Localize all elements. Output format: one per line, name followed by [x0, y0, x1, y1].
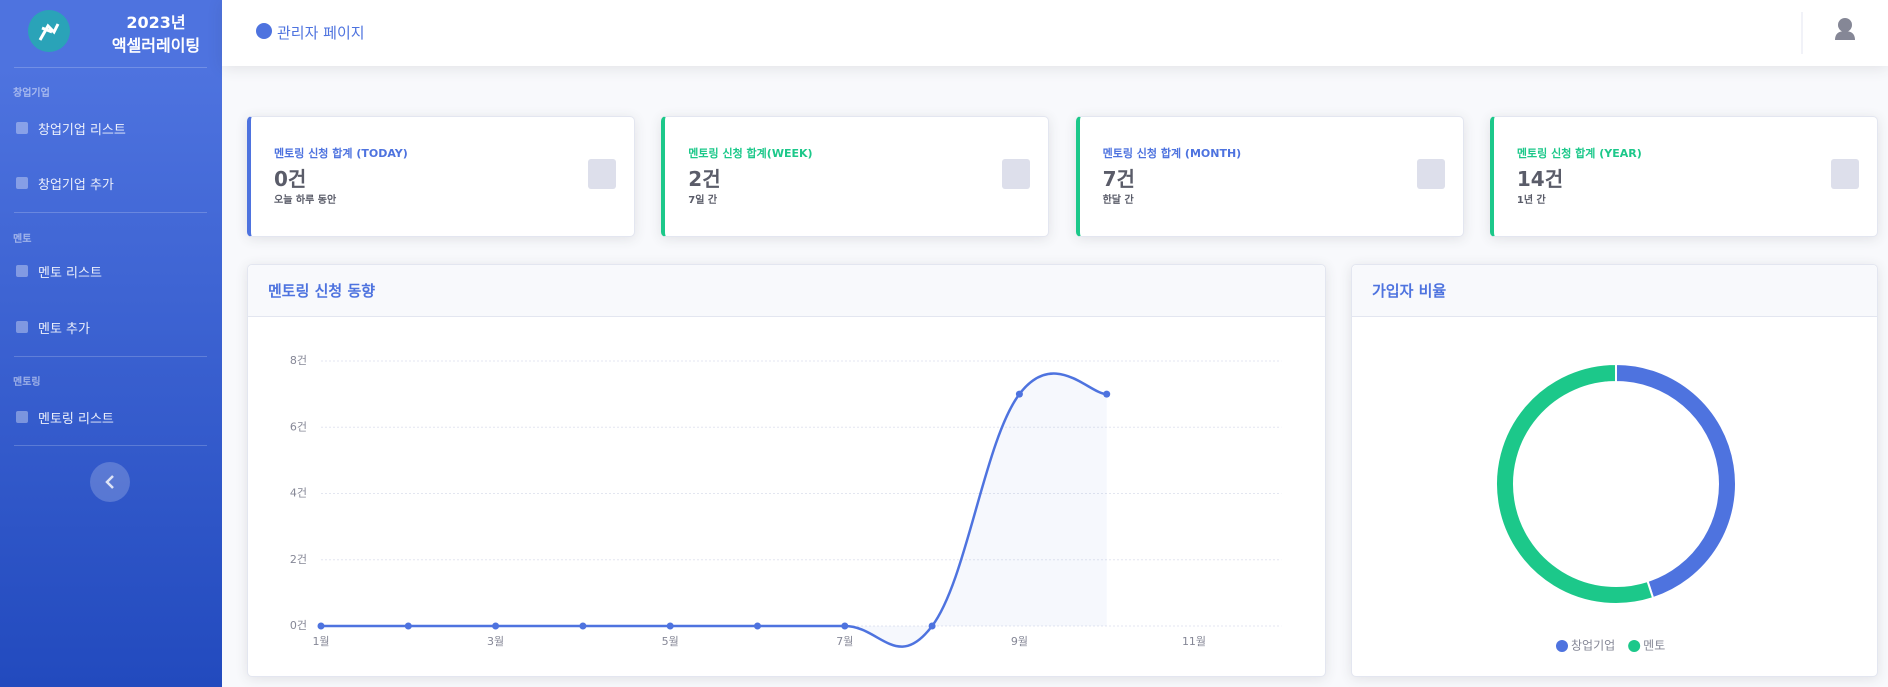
- data-point: [754, 622, 761, 630]
- user-icon-body: [1835, 31, 1855, 40]
- chart-title: 멘토링 신청 동향: [268, 282, 376, 300]
- stat-card: 멘토링 신청 합계(WEEK) 2건 7일 간: [661, 116, 1050, 237]
- y-tick-label: 4건: [290, 487, 307, 500]
- user-icon[interactable]: [1838, 18, 1852, 32]
- data-point: [841, 622, 849, 630]
- nav-icon: [16, 411, 28, 423]
- nav-icon: [16, 265, 28, 277]
- line-chart: 0건 2건 4건 6건 8건 1월 3월 5월 7월 9월 11월: [290, 354, 1282, 648]
- dashboard-icon: [256, 23, 272, 39]
- legend-label: 창업기업: [1571, 639, 1615, 653]
- data-point: [579, 622, 587, 630]
- page-title: 관리자 페이지: [277, 24, 365, 42]
- y-tick-label: 8건: [290, 354, 307, 367]
- doughnut-chart-card: 가입자 비율 창업기업 멘토: [1351, 264, 1878, 677]
- calendar-icon: [588, 159, 616, 189]
- legend-swatch: [1556, 640, 1568, 652]
- x-tick-label: 11월: [1182, 635, 1206, 648]
- sidebar-divider: [14, 445, 207, 446]
- nav-icon: [16, 177, 28, 189]
- doughnut-segment: [1615, 362, 1737, 600]
- data-point: [492, 622, 500, 630]
- sidebar-heading: 멘토링: [13, 377, 41, 388]
- legend-label: 멘토: [1643, 639, 1665, 653]
- x-tick-label: 5월: [662, 635, 679, 648]
- stat-caption: 오늘 하루 동안: [274, 195, 337, 206]
- sidebar-divider: [14, 356, 207, 357]
- data-point: [928, 622, 936, 630]
- data-point: [666, 622, 674, 630]
- stat-title: 멘토링 신청 합계 (TODAY): [274, 147, 408, 160]
- calendar-icon: [1830, 159, 1859, 189]
- x-tick-label: 3월: [487, 635, 504, 648]
- brand-line: 액셀러레이팅: [111, 36, 201, 55]
- stat-card: 멘토링 신청 합계 (YEAR) 14건 1년 간: [1489, 116, 1878, 237]
- sidebar-graphics: [28, 10, 130, 502]
- line-chart-card: 멘토링 신청 동향 0건 2건 4건 6건 8건 1월 3월 5월 7월 9월 11월: [247, 264, 1326, 677]
- legend-swatch: [1628, 640, 1641, 652]
- stat-title: 멘토링 신청 합계 (MONTH): [1102, 147, 1242, 160]
- card-header: 멘토링 신청 동향: [248, 265, 1325, 317]
- stat-value: 0건: [274, 167, 307, 191]
- sidebar-divider: [14, 67, 207, 68]
- data-point: [317, 622, 325, 630]
- nav-icon: [16, 122, 28, 134]
- data-point: [1103, 390, 1111, 398]
- logo-figure: [38, 23, 60, 41]
- nav-link[interactable]: 멘토링 리스트: [38, 412, 114, 427]
- nav-icon: [16, 321, 28, 333]
- calendar-icon: [1416, 159, 1445, 189]
- stat-caption: 1년 간: [1516, 195, 1546, 206]
- doughnut-segment: [1495, 362, 1655, 605]
- topbar: 관리자 페이지: [222, 0, 1888, 66]
- stat-caption: 한달 간: [1102, 195, 1134, 206]
- stat-title: 멘토링 신청 합계(WEEK): [688, 147, 813, 160]
- x-tick-label: 7월: [836, 635, 853, 648]
- doughnut-chart: 창업기업 멘토: [1495, 362, 1737, 653]
- sidebar-toggle[interactable]: [90, 462, 130, 502]
- nav-link[interactable]: 창업기업 추가: [38, 178, 114, 193]
- calendar-icon: [1002, 159, 1031, 189]
- x-tick-label: 1월: [312, 635, 329, 648]
- stat-value: 7건: [1102, 167, 1135, 191]
- y-tick-label: 6건: [290, 420, 307, 433]
- topbar-graphics: [256, 12, 1855, 54]
- sidebar-heading: 창업기업: [13, 88, 50, 99]
- line-area: [321, 373, 1107, 647]
- brand-line: 2023년: [126, 13, 186, 32]
- data-point: [404, 622, 412, 630]
- nav-link[interactable]: 창업기업 리스트: [38, 123, 126, 138]
- x-tick-label: 9월: [1011, 635, 1028, 648]
- stat-title: 멘토링 신청 합계 (YEAR): [1516, 147, 1642, 160]
- chart-title: 가입자 비율: [1372, 282, 1447, 300]
- sidebar-heading: 멘토: [13, 234, 32, 245]
- stat-caption: 7일 간: [688, 195, 718, 206]
- toggle-icon: [105, 475, 114, 489]
- nav-link[interactable]: 멘토 추가: [38, 322, 90, 337]
- y-tick-label: 0건: [290, 619, 307, 632]
- data-point: [1015, 390, 1023, 398]
- stat-value: 2건: [688, 167, 721, 191]
- y-tick-label: 2건: [290, 553, 307, 566]
- card-header: 가입자 비율: [1352, 265, 1877, 317]
- sidebar-divider: [14, 212, 207, 213]
- stat-value: 14건: [1516, 167, 1564, 191]
- nav-link[interactable]: 멘토 리스트: [38, 266, 102, 281]
